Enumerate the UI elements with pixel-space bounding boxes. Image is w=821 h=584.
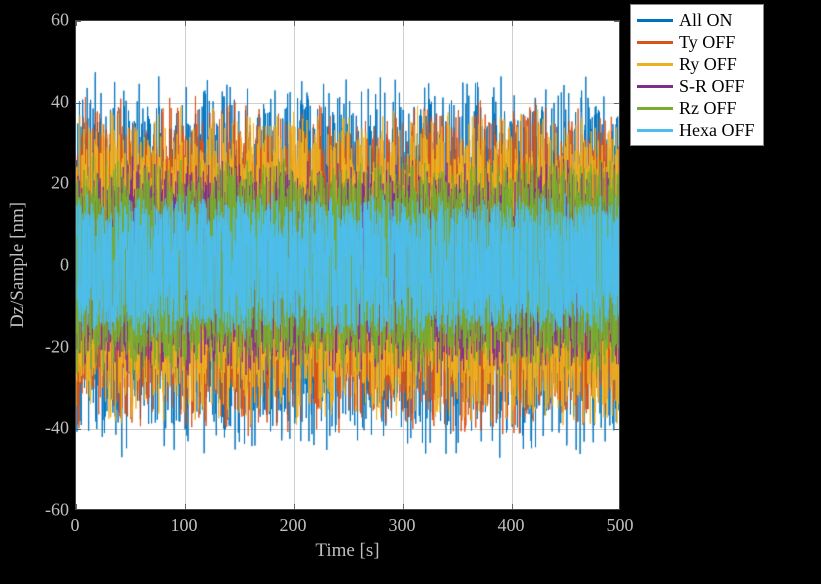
legend-label: Hexa OFF	[679, 120, 755, 141]
y-tick-label: -20	[9, 336, 69, 357]
legend-label: Rz OFF	[679, 98, 737, 119]
chart-container: Time [s] Dz/Sample [nm] All ONTy OFFRy O…	[0, 0, 821, 584]
x-tick-label: 300	[389, 515, 416, 536]
legend-label: Ry OFF	[679, 54, 737, 75]
legend-swatch	[637, 85, 673, 88]
legend-item: Hexa OFF	[637, 119, 755, 141]
legend-swatch	[637, 63, 673, 66]
y-tick-label: -40	[9, 418, 69, 439]
x-axis-label: Time [s]	[75, 540, 620, 562]
legend-item: All ON	[637, 9, 755, 31]
x-tick-label: 500	[607, 515, 634, 536]
y-tick-label: -60	[9, 500, 69, 521]
y-tick-label: 60	[9, 10, 69, 31]
x-tick-label: 0	[71, 515, 80, 536]
series-hexa-off	[76, 21, 620, 510]
x-tick-label: 100	[171, 515, 198, 536]
x-tick-label: 400	[498, 515, 525, 536]
legend-item: Rz OFF	[637, 97, 755, 119]
legend-label: Ty OFF	[679, 32, 735, 53]
legend-swatch	[637, 19, 673, 22]
legend-label: All ON	[679, 10, 733, 31]
x-tick-label: 200	[280, 515, 307, 536]
y-tick-label: 40	[9, 91, 69, 112]
legend-item: Ry OFF	[637, 53, 755, 75]
legend-swatch	[637, 41, 673, 44]
legend-swatch	[637, 107, 673, 110]
y-tick-label: 20	[9, 173, 69, 194]
legend: All ONTy OFFRy OFFS-R OFFRz OFFHexa OFF	[630, 4, 764, 146]
y-tick-label: 0	[9, 255, 69, 276]
legend-swatch	[637, 129, 673, 132]
legend-item: S-R OFF	[637, 75, 755, 97]
legend-label: S-R OFF	[679, 76, 745, 97]
plot-area	[75, 20, 620, 510]
legend-item: Ty OFF	[637, 31, 755, 53]
